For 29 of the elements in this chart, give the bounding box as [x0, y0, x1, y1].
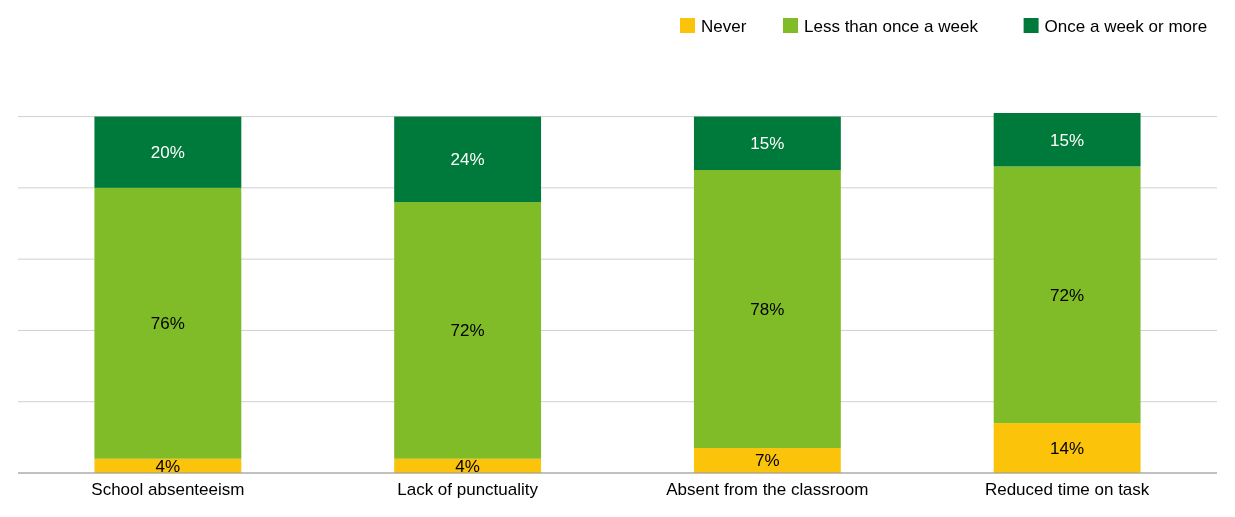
bar — [993, 423, 1141, 473]
bar — [394, 116, 542, 203]
data-label: 15% — [1050, 130, 1085, 150]
data-label: 7% — [755, 451, 780, 471]
x-tick-label: Absent from the classroom — [666, 480, 869, 499]
bar — [94, 116, 242, 188]
bar — [993, 166, 1141, 424]
data-label: 72% — [450, 321, 485, 341]
bar — [94, 187, 242, 459]
bar — [693, 170, 841, 449]
data-label: 24% — [450, 150, 485, 170]
bar — [693, 116, 841, 171]
bar — [693, 448, 841, 473]
bar — [394, 202, 542, 459]
data-label: 20% — [150, 143, 185, 163]
x-tick-label: Lack of punctuality — [397, 480, 539, 499]
data-label: 72% — [1050, 285, 1085, 305]
legend-label: Once a week or more — [1044, 16, 1208, 36]
data-label: 4% — [455, 456, 480, 476]
data-label: 14% — [1050, 439, 1085, 458]
data-label: 4% — [155, 456, 181, 476]
x-tick-label: School absenteeism — [91, 480, 245, 499]
data-label: 15% — [750, 134, 785, 154]
legend-label: Less than once a week — [804, 16, 979, 36]
bar — [993, 113, 1141, 167]
x-tick-label: Reduced time on task — [984, 480, 1150, 499]
legend-label: Never — [701, 16, 747, 36]
data-label: 76% — [150, 314, 185, 334]
data-label: 78% — [750, 299, 785, 319]
